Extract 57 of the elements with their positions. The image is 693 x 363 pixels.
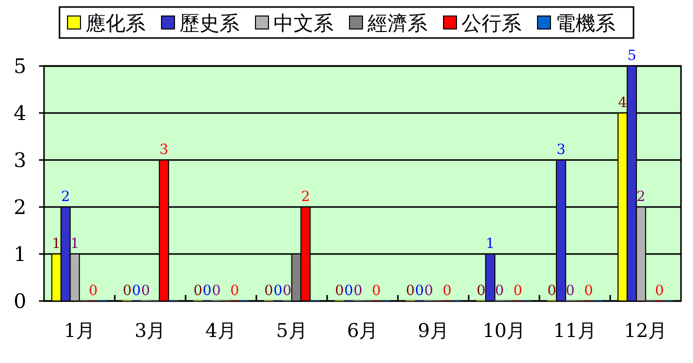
- data-label: 1: [70, 236, 80, 252]
- x-tick-label: 4月: [205, 320, 236, 342]
- y-tick-label: 4: [14, 101, 26, 125]
- data-label: 0: [476, 283, 486, 299]
- data-label: 0: [372, 283, 381, 299]
- y-tick-label: 0: [14, 289, 26, 313]
- data-label: 0: [88, 283, 98, 299]
- data-label: 1: [486, 236, 495, 252]
- data-label: 0: [344, 283, 354, 299]
- data-label: 2: [61, 189, 70, 205]
- x-tick-label: 9月: [418, 320, 449, 342]
- x-tick-label: 3月: [134, 320, 166, 342]
- data-label: 1: [52, 236, 61, 252]
- y-tick-label: 3: [14, 148, 26, 172]
- data-label: 4: [618, 95, 628, 111]
- y-tick-label: 1: [14, 242, 26, 266]
- x-tick-label: 5月: [276, 320, 308, 342]
- data-label: 0: [335, 283, 344, 299]
- data-label: 0: [273, 283, 282, 299]
- data-label: 0: [442, 283, 452, 299]
- data-label: 0: [230, 283, 240, 299]
- data-label: 0: [141, 283, 150, 299]
- data-label: 0: [122, 283, 132, 299]
- data-label: 0: [424, 283, 434, 299]
- x-tick-label: 10月: [482, 320, 526, 342]
- y-tick-label: 5: [14, 54, 26, 78]
- x-tick-label: 6月: [346, 320, 378, 342]
- legend-label: 經濟系: [366, 11, 428, 35]
- data-label: 2: [301, 189, 310, 205]
- data-label: 0: [547, 283, 556, 299]
- data-label: 0: [654, 283, 664, 299]
- x-tick-label: 12月: [624, 320, 668, 342]
- data-label: 0: [212, 283, 221, 299]
- data-label: 0: [406, 283, 415, 299]
- y-tick-label: 2: [14, 195, 26, 219]
- data-label: 0: [415, 283, 424, 299]
- legend-label: 應化系: [86, 11, 146, 35]
- data-label: 0: [494, 283, 504, 299]
- x-tick-label: 11月: [553, 320, 596, 342]
- data-label: 0: [282, 283, 292, 299]
- legend-label: 公行系: [462, 11, 522, 35]
- data-label: 0: [193, 283, 202, 299]
- data-label: 0: [132, 283, 141, 299]
- data-label: 2: [636, 189, 646, 205]
- x-tick-label: 1月: [64, 320, 95, 342]
- data-label: 0: [513, 283, 522, 299]
- data-label: 0: [566, 283, 575, 299]
- legend-label: 中文系: [274, 11, 334, 35]
- data-label: 0: [353, 283, 362, 299]
- legend-label: 電機系: [556, 11, 616, 35]
- data-label: 0: [202, 283, 212, 299]
- legend-label: 歷史系: [180, 11, 240, 35]
- data-label: 0: [584, 283, 594, 299]
- data-label: 5: [627, 48, 636, 64]
- data-label: 3: [160, 142, 168, 158]
- data-label: 0: [264, 283, 274, 299]
- data-label: 3: [556, 142, 566, 158]
